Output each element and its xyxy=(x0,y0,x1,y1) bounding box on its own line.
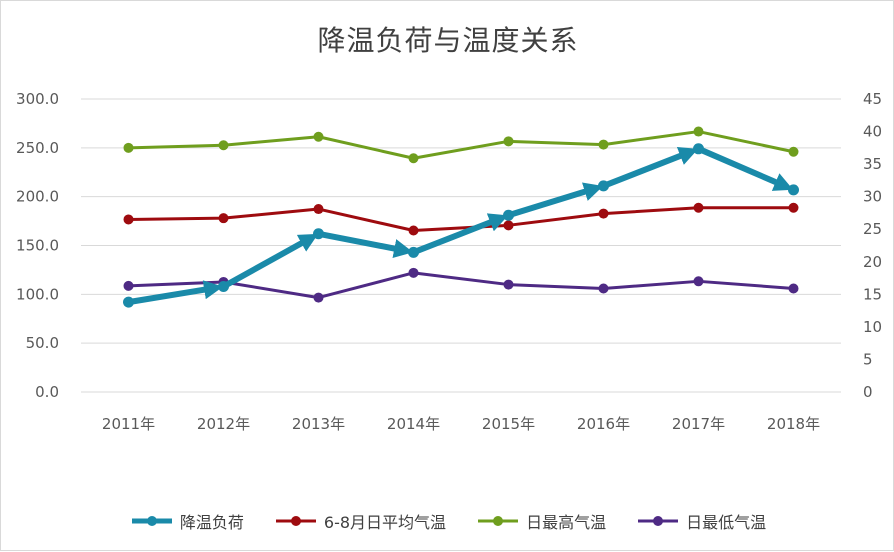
y-right-tick-label: 40 xyxy=(863,123,882,141)
series-2-point xyxy=(788,146,799,157)
legend-item: 日最高气温 xyxy=(476,509,606,533)
series-0-segment xyxy=(602,146,699,189)
series-1-point xyxy=(693,202,704,213)
x-tick-label: 2017年 xyxy=(672,415,725,433)
series-2-point xyxy=(123,142,134,153)
legend-swatch xyxy=(478,516,519,526)
series-1-point xyxy=(218,213,229,224)
legend-swatch xyxy=(275,516,316,526)
series-2-point xyxy=(408,153,419,164)
legend-label: 日最低气温 xyxy=(686,513,767,532)
series-1-point xyxy=(598,208,609,219)
legend-label: 6-8月日平均气温 xyxy=(323,513,447,532)
series-3-point xyxy=(693,276,704,287)
x-tick-label: 2011年 xyxy=(102,415,155,433)
series-1-line xyxy=(128,206,794,233)
y-left-tick-label: 250.0 xyxy=(16,139,59,157)
y-left-tick-label: 0.0 xyxy=(35,383,59,401)
y-left-tick-label: 150.0 xyxy=(16,237,59,255)
legend-swatch-marker xyxy=(146,516,157,526)
series-3-point xyxy=(503,279,514,290)
series-0-point xyxy=(788,184,799,196)
y-right-tick-label: 5 xyxy=(863,350,873,368)
legend-label: 日最高气温 xyxy=(526,513,607,532)
x-tick-label: 2016年 xyxy=(577,415,630,433)
x-tick-label: 2015年 xyxy=(482,415,535,433)
y-right-tick-label: 0 xyxy=(863,383,873,401)
legend-swatch-marker xyxy=(653,516,664,526)
legend-swatch-marker xyxy=(290,516,301,526)
series-0-point xyxy=(408,246,419,258)
series-1-point xyxy=(788,202,799,213)
series-0-point xyxy=(598,180,609,192)
series-0-point xyxy=(123,296,134,308)
series-2-point xyxy=(598,139,609,150)
series-0-point xyxy=(313,228,324,240)
series-1-point xyxy=(503,220,514,231)
x-tick-label: 2018年 xyxy=(767,415,820,433)
chart-title: 降温负荷与温度关系 xyxy=(317,24,579,57)
series-3-line xyxy=(128,271,794,300)
series-0-segment xyxy=(697,146,794,191)
series-3-point xyxy=(408,267,419,278)
series-0-segment xyxy=(222,233,319,290)
y-right-tick-label: 30 xyxy=(863,188,882,206)
y-left-tick-label: 200.0 xyxy=(16,188,59,206)
x-tick-label: 2013年 xyxy=(292,415,345,433)
series-3-point xyxy=(123,280,134,291)
series-0-segment xyxy=(317,230,414,259)
y-right-tick-label: 10 xyxy=(863,318,882,336)
series-2-point xyxy=(313,131,324,142)
x-tick-label: 2014年 xyxy=(387,415,440,433)
series-0-segment xyxy=(412,213,509,256)
legend-swatch xyxy=(131,516,172,526)
series-2-line xyxy=(128,130,794,160)
series-3-point xyxy=(788,283,799,294)
legend-swatch xyxy=(638,516,679,526)
legend-item: 6-8月日平均气温 xyxy=(274,509,446,533)
y-left-tick-label: 100.0 xyxy=(16,285,59,303)
series-1-point xyxy=(408,225,419,236)
series-0-segment xyxy=(128,280,224,306)
y-right-tick-label: 20 xyxy=(863,253,882,271)
series-1-point xyxy=(123,214,134,225)
series-2-point xyxy=(503,136,514,147)
series-2-point xyxy=(218,140,229,151)
series-2-point xyxy=(693,126,704,137)
series-3-point xyxy=(313,292,324,303)
legend-swatch-marker xyxy=(493,516,504,526)
chart-legend: 降温负荷 6-8月日平均气温 日最高气温 日最低气温 xyxy=(1,509,894,533)
series-0-point xyxy=(218,281,229,293)
series-1-point xyxy=(313,204,324,215)
y-right-tick-label: 35 xyxy=(863,155,882,173)
y-right-tick-label: 15 xyxy=(863,285,882,303)
series-0-segment xyxy=(507,182,604,219)
series-3-point xyxy=(598,283,609,294)
y-right-tick-label: 45 xyxy=(863,90,882,108)
x-tick-label: 2012年 xyxy=(197,415,250,433)
y-left-tick-label: 50.0 xyxy=(26,334,59,352)
legend-item: 日最低气温 xyxy=(636,509,766,533)
y-left-tick-label: 300.0 xyxy=(16,90,59,108)
series-0-point xyxy=(503,209,514,221)
legend-label: 降温负荷 xyxy=(179,513,244,532)
legend-item: 降温负荷 xyxy=(130,509,244,533)
series-0-point xyxy=(693,143,704,155)
y-right-tick-label: 25 xyxy=(863,220,882,238)
